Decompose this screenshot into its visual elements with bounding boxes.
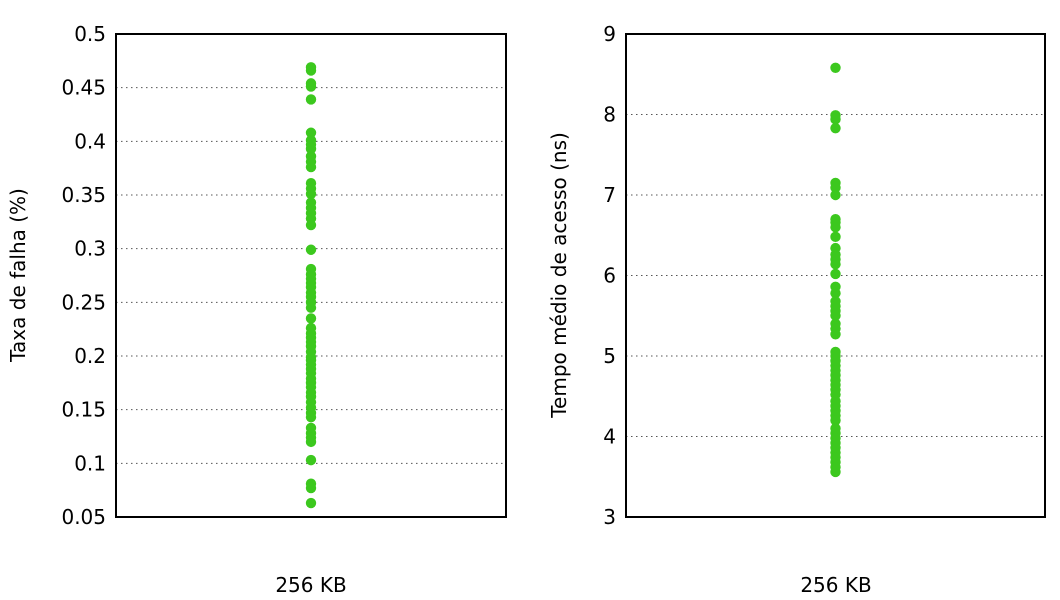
data-point bbox=[305, 244, 317, 255]
data-point bbox=[830, 114, 841, 125]
y-tick-label: 7 bbox=[603, 183, 616, 207]
access-time-panel: Tempo médio de acesso (ns) 256 KB 3 4 5 6 7 8… bbox=[547, 22, 1046, 597]
data-point bbox=[305, 94, 317, 105]
y-tick-label: 0.4 bbox=[74, 129, 106, 153]
x-category-label: 256 KB bbox=[275, 573, 346, 597]
plot-frame bbox=[625, 33, 1046, 518]
data-point bbox=[305, 482, 317, 494]
data-point bbox=[830, 268, 841, 280]
data-point bbox=[305, 313, 317, 324]
y-tick-label: 0.45 bbox=[61, 76, 106, 100]
data-point bbox=[305, 81, 317, 92]
data-point bbox=[830, 189, 841, 201]
data-point bbox=[305, 454, 317, 466]
data-point bbox=[305, 188, 317, 200]
data-point bbox=[305, 127, 317, 138]
y-tick-label: 4 bbox=[603, 425, 616, 449]
x-category-label: 256 KB bbox=[800, 573, 871, 597]
y-tick-label: 0.25 bbox=[61, 290, 106, 314]
data-point bbox=[305, 65, 317, 76]
plot-frame bbox=[115, 33, 507, 518]
data-point bbox=[305, 497, 317, 509]
data-point bbox=[830, 310, 841, 321]
y-tick-label: 0.2 bbox=[74, 344, 106, 368]
data-point bbox=[305, 436, 317, 448]
data-point bbox=[305, 219, 317, 231]
data-point bbox=[305, 411, 317, 423]
y-tick-label: 0.1 bbox=[74, 451, 106, 475]
data-point bbox=[830, 288, 841, 299]
data-point bbox=[830, 259, 841, 270]
y-tick-label: 0.35 bbox=[61, 183, 106, 207]
y-tick-label: 5 bbox=[603, 344, 616, 368]
data-point bbox=[830, 62, 841, 74]
data-point bbox=[830, 231, 841, 243]
y-tick-label: 8 bbox=[603, 103, 616, 127]
data-point bbox=[305, 143, 317, 155]
data-point bbox=[305, 161, 317, 173]
y-tick-label: 0.5 bbox=[74, 22, 106, 46]
data-point bbox=[830, 415, 841, 426]
y-tick-label: 0.3 bbox=[74, 237, 106, 261]
data-point bbox=[830, 466, 841, 478]
y-tick-label: 9 bbox=[603, 22, 616, 46]
data-point bbox=[305, 302, 317, 313]
y-axis-label: Taxa de falha (%) bbox=[6, 188, 30, 363]
data-point bbox=[830, 329, 841, 340]
y-tick-label: 6 bbox=[603, 264, 616, 288]
data-point bbox=[830, 222, 841, 233]
miss-rate-panel: Taxa de falha (%) 256 KB 0.05 0.1 0.15 0.2 0… bbox=[6, 22, 507, 597]
data-point bbox=[830, 122, 841, 134]
y-tick-label: 0.05 bbox=[61, 505, 106, 529]
y-tick-label: 0.15 bbox=[61, 398, 106, 422]
y-tick-label: 3 bbox=[603, 505, 616, 529]
y-axis-label: Tempo médio de acesso (ns) bbox=[547, 132, 571, 419]
data-point bbox=[830, 182, 841, 193]
